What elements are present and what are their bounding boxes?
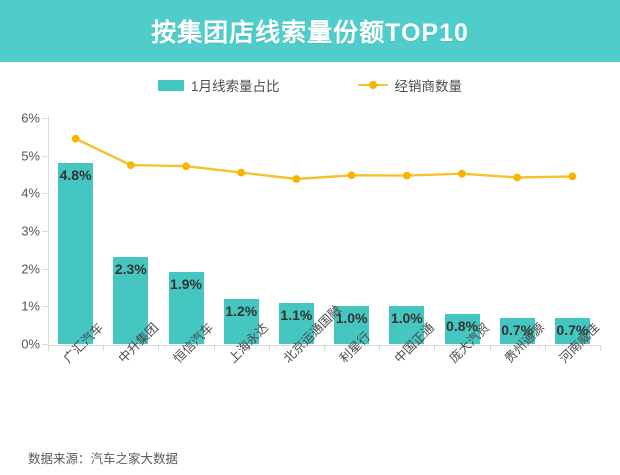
legend-label-bar-series: 1月线索量占比 xyxy=(190,79,280,94)
bar-6[interactable] xyxy=(334,306,370,344)
x-axis-tick-mark xyxy=(158,345,160,351)
y-axis-tick-mark xyxy=(42,268,48,270)
y-axis-tick-label: 0% xyxy=(21,336,40,352)
bar-value-label: 1.0% xyxy=(335,310,368,327)
line-marker-5[interactable] xyxy=(292,175,301,183)
bar-9[interactable] xyxy=(499,317,535,344)
bar-4[interactable] xyxy=(223,298,259,344)
chart-legend: 1月线索量占比 经销商数量 xyxy=(0,72,620,98)
bar-value-label: 2.3% xyxy=(114,261,147,278)
y-axis-tick-mark xyxy=(42,155,48,157)
source-note: 数据来源：汽车之家大数据 xyxy=(28,452,179,466)
bar-value-label: 0.7% xyxy=(556,321,589,338)
x-axis-tick-mark xyxy=(324,345,325,351)
line-marker-1[interactable] xyxy=(71,134,80,143)
bar-1[interactable] xyxy=(58,163,94,344)
bar-series-group: 4.8% 2.3% 1.9% 1.2% 1.1% 1.0% 1.0% 0.8% 0.7% 0.7% xyxy=(48,118,600,344)
legend-label-line-series: 经销商数量 xyxy=(394,79,463,94)
line-marker-2[interactable] xyxy=(126,161,135,169)
line-marker-4[interactable] xyxy=(237,168,246,177)
bar-5[interactable] xyxy=(278,302,314,344)
bar-10[interactable] xyxy=(554,317,590,344)
line-marker-3[interactable] xyxy=(182,162,190,171)
bar-value-label: 0.7% xyxy=(501,321,534,338)
bar-value-label: 4.8% xyxy=(59,167,92,184)
line-marker-6[interactable] xyxy=(347,171,356,180)
y-axis-tick-label: 4% xyxy=(21,185,40,201)
y-axis-tick-label: 3% xyxy=(21,223,40,239)
line-marker-8[interactable] xyxy=(458,169,466,178)
bar-2[interactable] xyxy=(113,257,149,344)
line-marker-9[interactable] xyxy=(513,173,522,182)
line-marker-10[interactable] xyxy=(568,172,577,181)
x-axis-tick-mark xyxy=(544,345,546,351)
bar-value-label: 1.1% xyxy=(280,306,313,323)
x-axis-tick-mark xyxy=(103,345,105,351)
chart-header-bar: 按集团店线索量份额TOP10 xyxy=(0,0,620,62)
x-axis-tick-mark xyxy=(434,345,436,351)
bar-8[interactable] xyxy=(444,313,480,344)
y-axis-tick-mark xyxy=(42,344,48,345)
y-axis-tick-mark xyxy=(42,306,48,308)
legend-swatch-line-icon xyxy=(357,80,388,91)
y-axis-tick-mark xyxy=(42,231,48,232)
x-axis-tick-mark xyxy=(48,345,49,351)
y-axis-tick-mark xyxy=(42,193,48,195)
page-title: 按集团店线索量份额TOP10 xyxy=(151,19,469,47)
line-marker-7[interactable] xyxy=(402,171,411,180)
y-axis-tick-mark xyxy=(42,118,48,119)
legend-swatch-bar-icon xyxy=(157,79,184,91)
bar-value-label: 0.8% xyxy=(446,317,478,334)
line-path xyxy=(74,137,574,181)
x-axis-tick-mark xyxy=(489,345,491,351)
x-axis-line xyxy=(48,345,602,346)
x-axis-tick-mark xyxy=(600,345,601,351)
bar-3[interactable] xyxy=(168,272,204,344)
legend-item-bar-series: 1月线索量占比 xyxy=(157,75,280,95)
bar-value-label: 1.0% xyxy=(390,310,423,327)
x-axis-tick-mark xyxy=(213,345,215,351)
y-axis-tick-label: 5% xyxy=(21,148,40,164)
y-axis-tick-label: 2% xyxy=(21,261,40,277)
legend-item-line-series: 经销商数量 xyxy=(357,75,463,95)
x-axis-tick-mark xyxy=(268,345,270,351)
bar-7[interactable] xyxy=(389,306,425,344)
y-axis-tick-label: 6% xyxy=(21,110,40,126)
plot-area: 4.8% 2.3% 1.9% 1.2% 1.1% 1.0% 1.0% 0.8% 0.7% 0.7% xyxy=(48,118,600,344)
y-axis-tick-label: 1% xyxy=(21,298,40,314)
line-series-group xyxy=(71,134,577,183)
x-axis-tick-mark xyxy=(379,345,381,351)
y-axis-line xyxy=(48,116,49,346)
bar-value-label: 1.9% xyxy=(170,276,202,293)
bar-value-label: 1.2% xyxy=(225,302,258,319)
